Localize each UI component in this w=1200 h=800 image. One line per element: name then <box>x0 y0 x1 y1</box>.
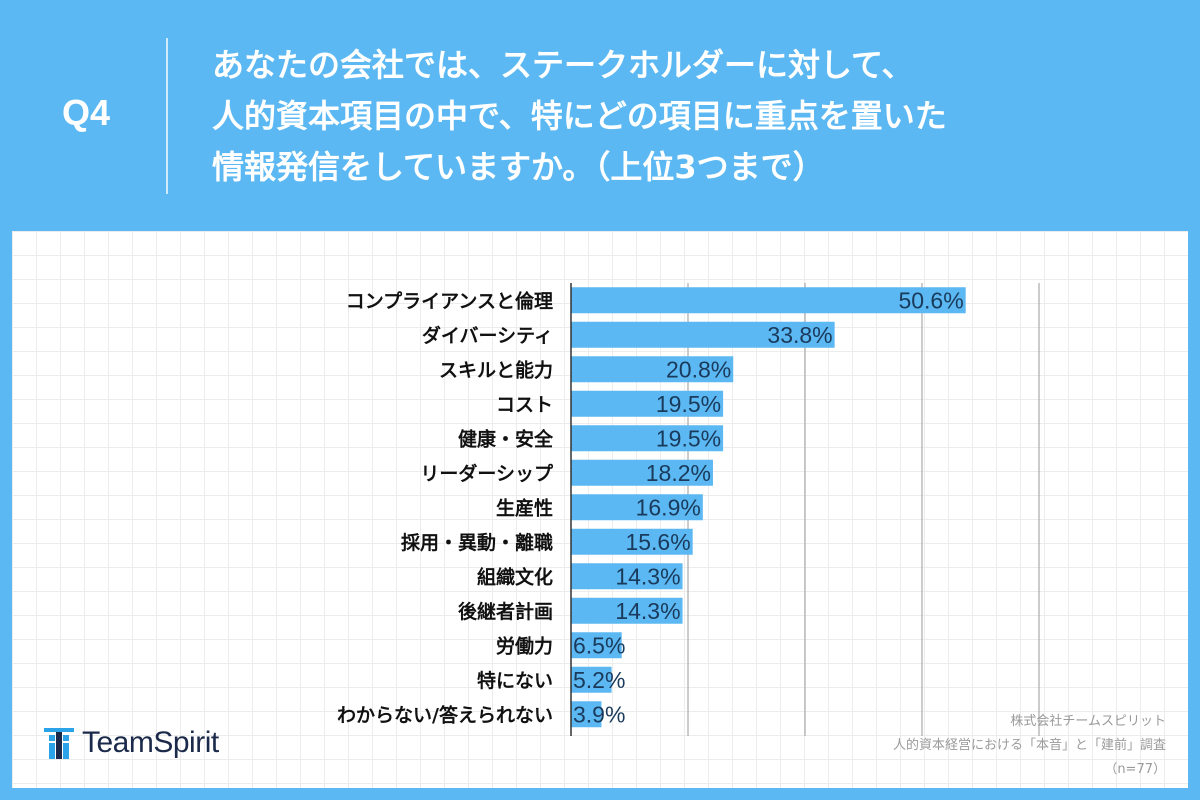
value-label: 20.8% <box>666 356 731 382</box>
category-label: 健康・安全 <box>458 427 554 450</box>
bar <box>571 390 724 417</box>
source-sample-size: （n=77） <box>1104 762 1166 777</box>
value-label: 14.3% <box>615 563 680 589</box>
bar <box>571 459 713 486</box>
value-label: 16.9% <box>636 494 701 520</box>
logo-text: TeamSpirit <box>82 726 219 759</box>
category-label: 特にない <box>477 670 553 692</box>
bar <box>571 494 703 521</box>
bar <box>571 632 622 659</box>
value-label: 5.2% <box>573 667 625 693</box>
chart-panel: コンプライアンスと倫理 50.6% ダイバーシティ 33.8% スキルと能力 20.8% コ… <box>12 231 1188 788</box>
category-label: リーダーシップ <box>420 462 554 485</box>
value-label: 3.9% <box>573 701 625 727</box>
bar <box>571 356 734 383</box>
value-label: 50.6% <box>898 287 963 313</box>
value-label: 19.5% <box>656 425 721 451</box>
source-company: 株式会社チームスピリット <box>1010 714 1166 729</box>
bar <box>571 287 966 314</box>
bar <box>571 666 612 693</box>
category-label: 生産性 <box>496 496 553 519</box>
question-line: あなたの会社では、ステークホルダーに対して、 <box>212 46 914 84</box>
header: Q4 あなたの会社では、ステークホルダーに対して、 人的資本項目の中で、特にどの… <box>0 0 1200 230</box>
bar <box>571 597 683 624</box>
bar <box>571 701 602 728</box>
teamspirit-logo-icon <box>44 728 74 759</box>
value-label: 6.5% <box>573 632 625 658</box>
source-survey: 人的資本経営における「本音」と「建前」調査 <box>892 738 1166 753</box>
value-label: 19.5% <box>656 391 721 417</box>
category-label: ダイバーシティ <box>422 324 553 347</box>
category-label: 後継者計画 <box>458 600 553 623</box>
source-note: 株式会社チームスピリット 人的資本経営における「本音」と「建前」調査 （n=77… <box>893 710 1166 782</box>
bar <box>571 528 693 555</box>
category-label: コスト <box>496 394 553 416</box>
bar <box>571 563 683 590</box>
question-number: Q4 <box>62 92 111 133</box>
category-label: 組織文化 <box>477 565 553 588</box>
question-line: 人的資本項目の中で、特にどの項目に重点を置いた <box>212 97 947 135</box>
category-label: スキルと能力 <box>439 358 553 381</box>
bar <box>571 425 724 452</box>
value-label: 33.8% <box>767 322 832 348</box>
question-text: あなたの会社では、ステークホルダーに対して、 人的資本項目の中で、特にどの項目に… <box>212 40 1172 193</box>
category-label: わからない/答えられない <box>337 703 553 726</box>
category-label: 採用・異動・離職 <box>401 531 553 554</box>
category-label: コンプライアンスと倫理 <box>346 289 553 312</box>
category-label: 労働力 <box>496 634 553 657</box>
bar <box>571 321 835 348</box>
bar-chart: コンプライアンスと倫理 50.6% ダイバーシティ 33.8% スキルと能力 20.8% コ… <box>337 283 1040 736</box>
value-label: 18.2% <box>646 460 711 486</box>
header-divider <box>166 38 168 194</box>
value-label: 14.3% <box>615 598 680 624</box>
teamspirit-logo: TeamSpirit <box>44 723 219 763</box>
value-label: 15.6% <box>625 529 690 555</box>
question-line: 情報発信をしていますか。（上位3つまで） <box>212 148 825 186</box>
